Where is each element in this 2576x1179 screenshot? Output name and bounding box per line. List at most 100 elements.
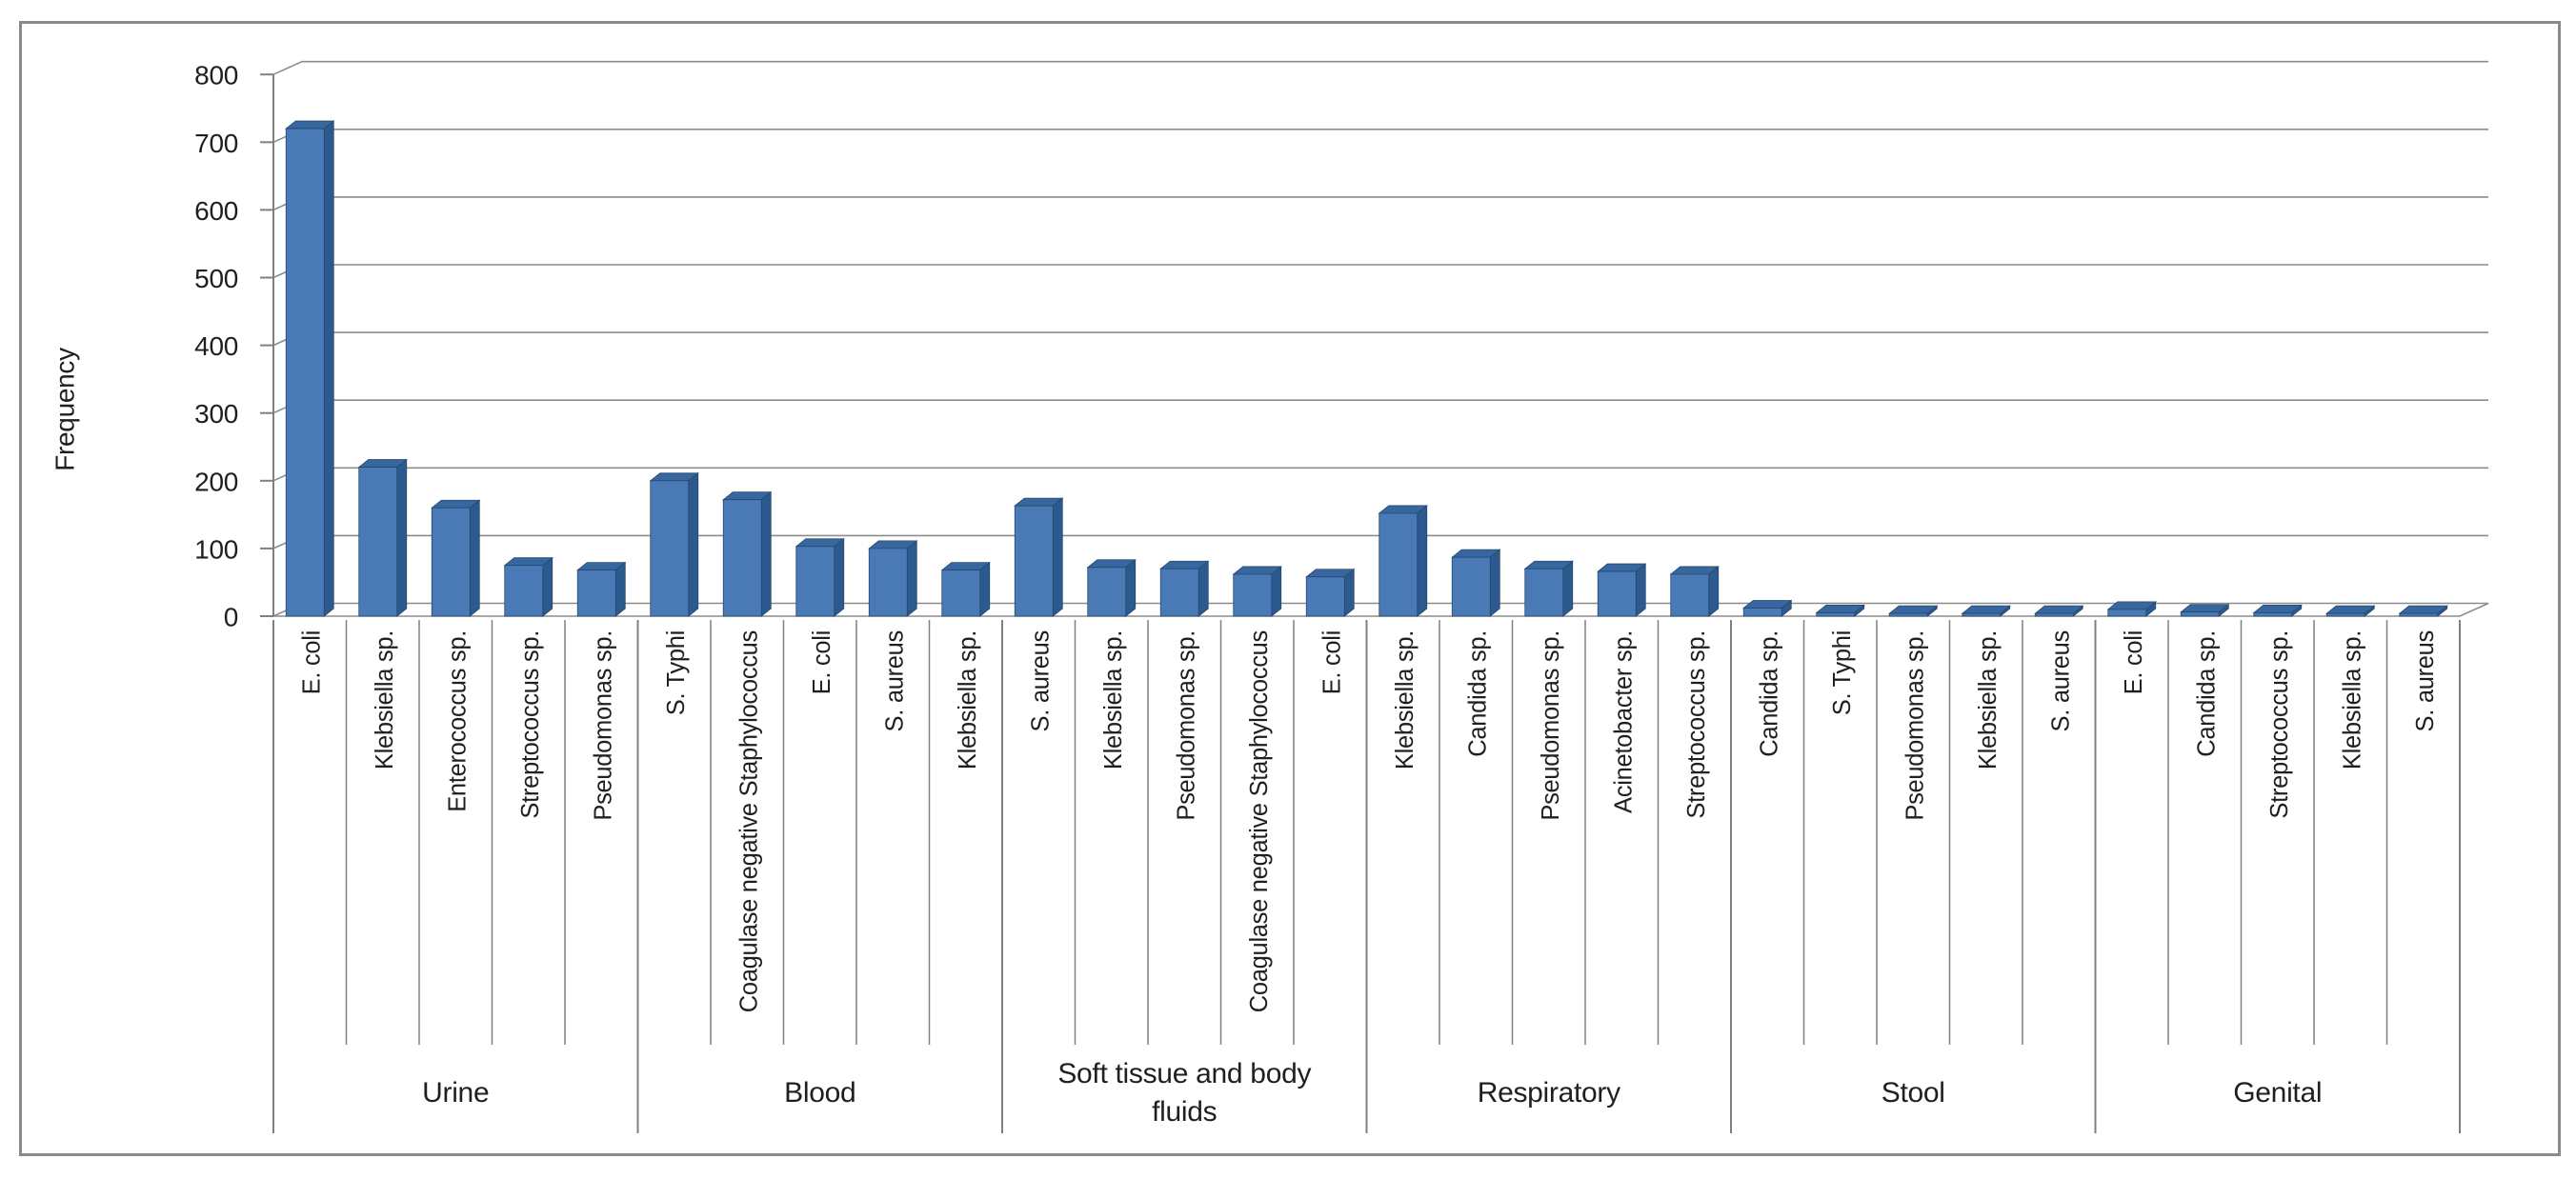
y-axis-tick-label-500: 500 <box>194 264 238 293</box>
category-label-pseudomonas-sp: Pseudomonas sp. <box>1538 630 1564 821</box>
bar-soft-tissue-and-body-fluids-pseudomonas-sp <box>1159 568 1199 617</box>
bar-genital-s-aureus <box>2399 612 2439 617</box>
bar-urine-enterococcus-sp <box>431 507 471 617</box>
bar-respiratory-klebsiella-sp-side <box>1417 505 1428 617</box>
group-label-urine: Urine <box>422 1077 489 1109</box>
category-label-s-typhi: S. Typhi <box>1829 630 1856 715</box>
bar-blood-s-typhi-side <box>688 471 699 617</box>
category-label-candida-sp: Candida sp. <box>1464 630 1491 757</box>
category-label-e-coli: E. coli <box>1318 630 1345 694</box>
bar-urine-klebsiella-sp-side <box>396 458 408 617</box>
bar-stool-klebsiella-sp <box>1962 612 2002 617</box>
category-label-pseudomonas-sp: Pseudomonas sp. <box>590 630 616 821</box>
bar-soft-tissue-and-body-fluids-s-aureus-side <box>1052 497 1063 617</box>
bar-respiratory-candida-sp <box>1451 556 1491 617</box>
category-label-klebsiella-sp: Klebsiella sp. <box>1975 630 2002 769</box>
bar-genital-candida-sp <box>2180 611 2220 617</box>
y-axis-tick-label-700: 700 <box>194 129 238 158</box>
bar-urine-e-coli <box>285 128 325 617</box>
category-label-streptococcus-sp: Streptococcus sp. <box>2266 630 2293 819</box>
bar-blood-coagulase-negative-staphylococcus-side <box>760 490 772 617</box>
bar-stool-s-aureus <box>2034 612 2074 617</box>
bar-respiratory-candida-sp-side <box>1489 549 1500 617</box>
bar-soft-tissue-and-body-fluids-coagulase-negative-staphylococcus-side <box>1271 566 1282 617</box>
category-label-s-typhi: S. Typhi <box>663 630 690 715</box>
y-axis-tick-label-0: 0 <box>224 603 238 632</box>
y-axis-tick-label-200: 200 <box>194 467 238 496</box>
bar-stool-pseudomonas-sp <box>1888 612 1928 617</box>
category-label-pseudomonas-sp: Pseudomonas sp. <box>1902 630 1928 821</box>
category-label-e-coli: E. coli <box>2121 630 2147 694</box>
bar-soft-tissue-and-body-fluids-pseudomonas-sp-side <box>1197 560 1209 617</box>
gridline-200 <box>272 467 2488 482</box>
y-axis-tick-label-100: 100 <box>194 534 238 564</box>
category-label-s-aureus: S. aureus <box>881 630 908 731</box>
category-label-s-aureus: S. aureus <box>2047 630 2074 731</box>
gridline-800 <box>272 60 2488 75</box>
group-label-stool: Stool <box>1882 1077 1945 1109</box>
category-label-e-coli: E. coli <box>809 630 835 694</box>
bar-respiratory-acinetobacter-sp-side <box>1635 563 1646 617</box>
bar-urine-e-coli-side <box>323 120 334 617</box>
category-label-klebsiella-sp: Klebsiella sp. <box>1100 630 1127 769</box>
bar-stool-candida-sp <box>1742 608 1782 617</box>
category-label-klebsiella-sp: Klebsiella sp. <box>955 630 981 769</box>
bar-blood-klebsiella-sp <box>941 570 981 617</box>
bar-urine-enterococcus-sp-side <box>469 499 480 617</box>
category-label-coagulase-negative-staphylococcus: Coagulase negative Staphylococcus <box>735 630 762 1012</box>
bar-blood-s-aureus <box>868 548 908 617</box>
bar-soft-tissue-and-body-fluids-coagulase-negative-staphylococcus <box>1233 573 1273 617</box>
group-label-blood: Blood <box>784 1077 855 1109</box>
bar-urine-streptococcus-sp-side <box>542 556 553 617</box>
group-label-soft-tissue-and-body-fluids: Soft tissue and body fluids <box>1057 1058 1311 1128</box>
bar-blood-e-coli-side <box>834 537 845 617</box>
bar-blood-s-typhi <box>650 480 690 617</box>
bar-respiratory-streptococcus-sp-side <box>1708 566 1720 617</box>
category-label-klebsiella-sp: Klebsiella sp. <box>2339 630 2365 769</box>
bar-urine-klebsiella-sp <box>358 467 398 617</box>
bar-blood-e-coli <box>795 546 835 617</box>
category-label-streptococcus-sp: Streptococcus sp. <box>517 630 544 819</box>
y-axis-tick-label-400: 400 <box>194 331 238 361</box>
category-label-candida-sp: Candida sp. <box>1756 630 1782 757</box>
bar-respiratory-acinetobacter-sp <box>1597 570 1637 617</box>
bar-respiratory-pseudomonas-sp <box>1524 568 1564 617</box>
bar-stool-s-typhi <box>1816 612 1856 617</box>
bar-soft-tissue-and-body-fluids-e-coli-side <box>1343 568 1355 617</box>
category-label-pseudomonas-sp: Pseudomonas sp. <box>1173 630 1199 821</box>
bar-respiratory-klebsiella-sp <box>1379 512 1419 617</box>
bar-respiratory-streptococcus-sp <box>1670 573 1710 617</box>
bar-urine-streptococcus-sp <box>504 565 544 617</box>
bar-urine-pseudomonas-sp <box>576 570 616 617</box>
y-axis-title: Frequency <box>50 348 80 471</box>
category-label-candida-sp: Candida sp. <box>2193 630 2220 757</box>
bar-soft-tissue-and-body-fluids-klebsiella-sp-side <box>1125 558 1137 617</box>
category-label-s-aureus: S. aureus <box>2412 630 2439 731</box>
category-label-klebsiella-sp: Klebsiella sp. <box>372 630 398 769</box>
bar-genital-klebsiella-sp <box>2325 612 2365 617</box>
category-label-klebsiella-sp: Klebsiella sp. <box>1392 630 1419 769</box>
y-axis-tick-label-800: 800 <box>194 61 238 90</box>
y-axis-tick-label-300: 300 <box>194 399 238 429</box>
category-label-coagulase-negative-staphylococcus: Coagulase negative Staphylococcus <box>1246 630 1273 1012</box>
category-label-s-aureus: S. aureus <box>1027 630 1054 731</box>
bar-genital-streptococcus-sp <box>2253 612 2293 617</box>
bar-urine-pseudomonas-sp-side <box>614 561 626 617</box>
bar-blood-klebsiella-sp-side <box>979 561 991 617</box>
bar-blood-coagulase-negative-staphylococcus <box>722 499 762 617</box>
gridline-600 <box>272 196 2488 211</box>
category-label-e-coli: E. coli <box>298 630 325 694</box>
category-label-streptococcus-sp: Streptococcus sp. <box>1683 630 1710 819</box>
category-label-enterococcus-sp: Enterococcus sp. <box>444 630 471 812</box>
gridline-400 <box>272 331 2488 347</box>
y-axis-tick-label-600: 600 <box>194 196 238 226</box>
group-label-respiratory: Respiratory <box>1478 1077 1620 1109</box>
gridline-500 <box>272 264 2488 279</box>
bar-soft-tissue-and-body-fluids-s-aureus <box>1014 505 1054 617</box>
bar-blood-s-aureus-side <box>906 540 917 617</box>
gridline-700 <box>272 129 2488 144</box>
gridline-300 <box>272 399 2488 414</box>
bar-soft-tissue-and-body-fluids-e-coli <box>1305 576 1345 617</box>
bar-genital-e-coli <box>2107 609 2147 617</box>
